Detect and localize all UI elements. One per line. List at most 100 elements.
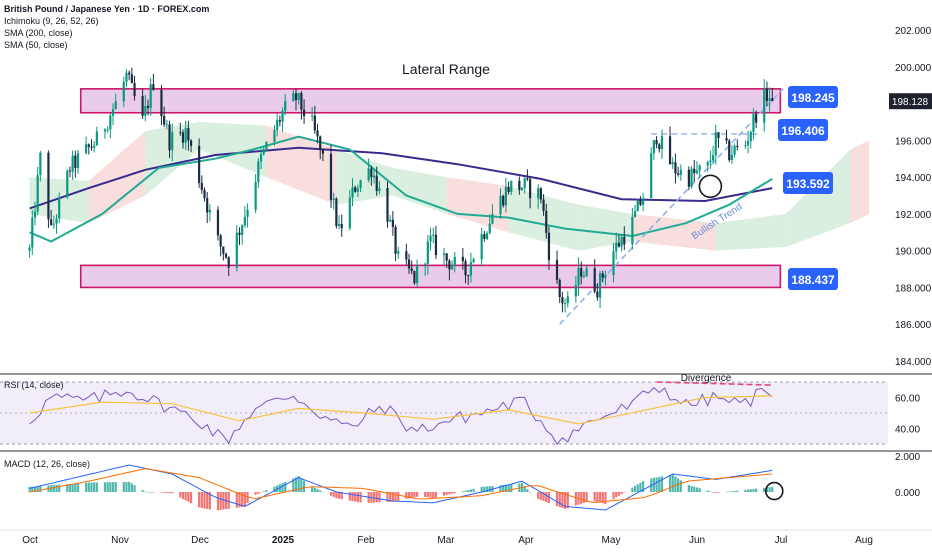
- candle: [367, 158, 370, 183]
- candle: [507, 181, 510, 195]
- candle: [674, 153, 677, 184]
- candle-body: [617, 242, 621, 247]
- candle: [639, 196, 642, 207]
- rsi-band-fill: [0, 382, 888, 444]
- resistance-zone[interactable]: [79, 88, 782, 114]
- candle-body: [66, 170, 69, 198]
- candle: [746, 130, 750, 154]
- macd-histogram-bar: [111, 482, 115, 492]
- macd-histogram-bar: [615, 492, 618, 498]
- candle-body: [749, 131, 752, 142]
- candle: [133, 75, 136, 101]
- candle-body: [74, 155, 77, 168]
- candle: [103, 128, 107, 139]
- macd-histogram-bar: [58, 484, 61, 492]
- candle: [725, 129, 728, 144]
- sma-50-line[interactable]: [29, 135, 773, 243]
- candle: [52, 215, 55, 229]
- candle: [206, 192, 209, 224]
- macd-histogram-bar: [386, 492, 389, 502]
- indicator-sma-200[interactable]: SMA (200, close): [4, 28, 73, 38]
- highlight-circle[interactable]: [698, 174, 723, 199]
- candle-body: [340, 224, 343, 229]
- ichimoku-cloud-segment: [632, 213, 716, 251]
- candle: [730, 144, 734, 164]
- candle-body: [413, 271, 416, 284]
- candle-body: [273, 130, 276, 142]
- candle-body: [725, 138, 728, 141]
- candle: [71, 150, 74, 180]
- macd-histogram-bar: [128, 481, 131, 492]
- candle-body: [311, 115, 314, 117]
- candle: [687, 166, 690, 191]
- macd-histogram-bar: [313, 487, 316, 492]
- candle: [671, 157, 674, 169]
- candle-body: [224, 253, 228, 258]
- rsi-title[interactable]: RSI (14, close): [4, 380, 64, 390]
- candle: [574, 276, 577, 303]
- signal-line[interactable]: [29, 468, 773, 504]
- rsi-ma-line[interactable]: [29, 395, 773, 425]
- candle-body: [335, 198, 338, 227]
- level-label[interactable]: 198.245: [788, 86, 838, 108]
- last-price-badge[interactable]: 198.128: [889, 93, 932, 110]
- macd-histogram-bar: [184, 492, 187, 501]
- price-tick-label: 202.000: [895, 26, 932, 37]
- rsi-tick-label: 40.00: [895, 425, 920, 436]
- indicator-sma-50[interactable]: SMA (50, close): [4, 40, 68, 50]
- chart-title[interactable]: British Pound / Japanese Yen · 1D · FORE…: [4, 4, 210, 14]
- ichimoku-cloud-segment: [392, 167, 447, 214]
- candle-body: [736, 145, 739, 147]
- candle-body: [378, 188, 381, 192]
- level-label[interactable]: 196.406: [778, 119, 828, 141]
- candle: [469, 252, 473, 283]
- macd-title[interactable]: MACD (12, 26, close): [4, 459, 90, 469]
- candle: [413, 270, 416, 285]
- candle: [47, 150, 50, 228]
- macd-histogram-bar: [752, 488, 755, 492]
- candle-body: [668, 136, 672, 165]
- candle-body: [633, 211, 637, 218]
- macd-histogram-bar: [329, 492, 333, 496]
- macd-histogram-bar: [464, 490, 467, 492]
- sma-200-line[interactable]: [29, 146, 773, 210]
- candle-body: [200, 182, 203, 190]
- candle-body: [85, 144, 88, 154]
- macd-highlight-circle[interactable]: [764, 481, 784, 501]
- candle-body: [103, 129, 107, 132]
- macd-histogram-bar: [149, 492, 152, 493]
- support-zone[interactable]: [79, 264, 782, 289]
- ichimoku-cloud-segment: [88, 131, 146, 224]
- candle-body: [179, 132, 182, 134]
- indicator-ichimoku[interactable]: Ichimoku (9, 26, 52, 26): [4, 16, 99, 26]
- macd-histogram-bar: [660, 476, 664, 492]
- candle-body: [733, 145, 736, 155]
- candle-body: [442, 253, 446, 256]
- candle-body: [612, 251, 615, 276]
- level-label[interactable]: 188.437: [788, 268, 838, 290]
- macd-histogram-bar: [655, 477, 658, 492]
- macd-histogram-bar: [216, 492, 220, 511]
- candle: [448, 258, 451, 281]
- candle-body: [574, 285, 577, 297]
- macd-histogram-bar: [203, 492, 206, 509]
- candle-body: [203, 189, 206, 199]
- rsi-line[interactable]: [29, 386, 773, 446]
- candle-body: [216, 209, 220, 236]
- candle-body: [386, 188, 389, 222]
- macd-histogram-bar: [198, 492, 201, 508]
- macd-histogram-bar: [529, 492, 532, 493]
- macd-histogram-bar: [434, 492, 438, 498]
- macd-histogram-bar: [238, 492, 241, 508]
- macd-histogram-bar: [28, 486, 31, 492]
- macd-histogram-bar: [768, 487, 771, 492]
- macd-histogram-bar: [359, 492, 362, 503]
- level-label[interactable]: 193.592: [783, 172, 833, 194]
- candle: [125, 69, 128, 88]
- macd-histogram-bar: [181, 492, 185, 499]
- price-tick-label: 188.000: [895, 283, 932, 294]
- candle-body: [698, 165, 701, 171]
- divergence-line[interactable]: [656, 381, 773, 386]
- candle: [208, 204, 211, 222]
